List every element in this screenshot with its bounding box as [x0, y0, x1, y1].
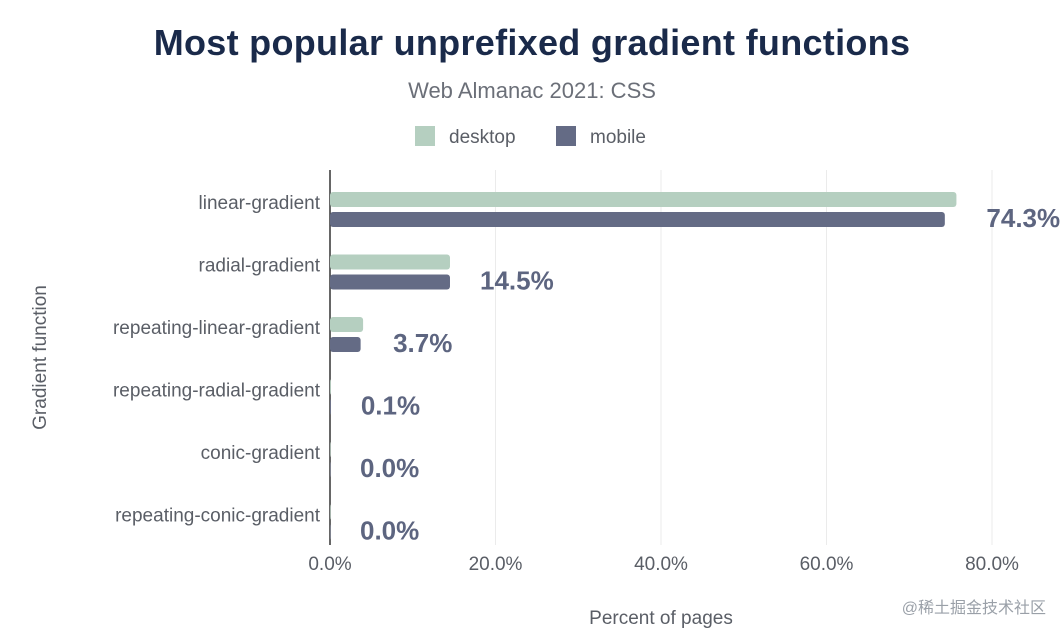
- data-label: 3.7%: [393, 328, 452, 358]
- category-label: repeating-radial-gradient: [113, 381, 321, 402]
- bar-desktop-repeating-linear-gradient: [330, 317, 364, 332]
- chart-title: Most popular unprefixed gradient functio…: [153, 22, 911, 63]
- y-axis-title: Gradient function: [30, 285, 51, 430]
- x-tick-label: 60.0%: [800, 554, 854, 575]
- legend-label-mobile: mobile: [590, 127, 646, 148]
- data-label: 0.0%: [360, 516, 419, 546]
- bar-mobile-conic-gradient: [330, 462, 331, 477]
- x-tick-label: 80.0%: [965, 554, 1019, 575]
- data-label: 14.5%: [480, 266, 554, 296]
- category-label: linear-gradient: [199, 193, 321, 214]
- x-tick-label: 0.0%: [308, 554, 351, 575]
- data-label: 0.0%: [360, 453, 419, 483]
- legend-swatch-mobile: [556, 126, 576, 146]
- chart-subtitle: Web Almanac 2021: CSS: [408, 78, 656, 103]
- category-label: radial-gradient: [199, 256, 321, 277]
- watermark: @稀土掘金技术社区: [901, 600, 1046, 617]
- bar-mobile-repeating-linear-gradient: [330, 337, 361, 352]
- bar-desktop-linear-gradient: [330, 192, 957, 207]
- category-label: repeating-linear-gradient: [113, 318, 321, 339]
- gridlines: 0.0% 20.0% 40.0% 60.0% 80.0%: [308, 170, 1019, 575]
- bar-desktop-radial-gradient: [330, 254, 450, 270]
- category-label: repeating-conic-gradient: [115, 506, 321, 527]
- category-label: conic-gradient: [201, 443, 321, 464]
- x-tick-label: 40.0%: [634, 554, 688, 575]
- bars: [330, 192, 957, 540]
- bar-mobile-repeating-conic-gradient: [330, 524, 331, 540]
- bar-desktop-repeating-conic-gradient: [330, 504, 331, 520]
- bar-mobile-linear-gradient: [330, 212, 945, 227]
- data-label: 0.1%: [361, 391, 420, 421]
- bar-mobile-radial-gradient: [330, 274, 450, 290]
- x-axis-title: Percent of pages: [589, 608, 733, 629]
- bar-desktop-conic-gradient: [330, 442, 331, 457]
- x-tick-label: 20.0%: [469, 554, 523, 575]
- legend: desktop mobile: [415, 126, 646, 148]
- bar-mobile-repeating-radial-gradient: [330, 399, 331, 415]
- legend-swatch-desktop: [415, 126, 435, 146]
- bar-desktop-repeating-radial-gradient: [330, 379, 331, 395]
- legend-label-desktop: desktop: [449, 127, 516, 148]
- data-label: 74.3%: [986, 203, 1060, 233]
- labels: linear-gradient 74.3% radial-gradient 14.5%…: [30, 193, 1060, 629]
